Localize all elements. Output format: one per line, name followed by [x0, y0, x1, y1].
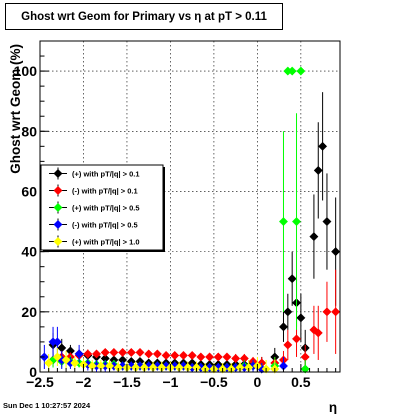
x-tick-label: −1.5	[113, 374, 141, 390]
legend-label: (-) with pT/|q| > 0.5	[72, 221, 138, 230]
series-layer	[39, 66, 341, 374]
legend-marker	[53, 219, 63, 230]
legend: (+) with pT/|q| > 0.1 (-) with pT/|q| > 0…	[40, 164, 165, 252]
data-point	[283, 340, 293, 350]
x-tick-label: 0.5	[291, 374, 311, 390]
data-point	[287, 274, 297, 284]
data-point	[331, 307, 341, 317]
data-point	[44, 358, 54, 368]
data-point	[313, 328, 323, 338]
data-point	[278, 322, 289, 332]
data-point	[70, 358, 80, 368]
data-point	[83, 349, 93, 359]
x-tick-label: −0.5	[200, 374, 228, 390]
data-point	[144, 349, 154, 359]
data-point	[52, 337, 62, 347]
data-point	[52, 352, 62, 362]
data-point	[283, 307, 293, 317]
x-tick-label: 0	[253, 374, 261, 390]
data-point	[287, 66, 297, 76]
data-point	[91, 349, 102, 359]
data-point	[318, 141, 328, 151]
y-tick-label: 40	[21, 244, 37, 260]
data-point	[170, 350, 180, 361]
data-point	[61, 355, 71, 365]
data-point	[291, 216, 302, 227]
chart-title: Ghost wrt Geom for Primary vs η at pT > …	[5, 3, 283, 30]
y-tick-label: 100	[14, 63, 38, 79]
data-point	[74, 349, 84, 359]
series	[44, 347, 280, 374]
data-point	[178, 350, 189, 361]
legend-label: (+) with pT/|q| > 0.1	[72, 170, 140, 179]
data-point	[213, 352, 223, 362]
data-point	[187, 350, 197, 361]
data-point	[291, 334, 302, 344]
x-axis: −2.5 −2 −1.5 −1 −0.5 0 0.5	[26, 364, 337, 390]
data-point	[135, 347, 145, 357]
legend-label: (+) with pT/|q| > 1.0	[72, 238, 140, 247]
data-point	[322, 307, 332, 317]
legend-label: (-) with pT/|q| > 0.1	[72, 187, 138, 196]
y-axis: 0 20 40 60 80 100	[14, 40, 49, 380]
series	[48, 92, 341, 370]
y-tick-label: 80	[21, 123, 37, 139]
data-point	[296, 313, 306, 323]
legend-marker	[53, 168, 63, 179]
legend-marker	[53, 236, 63, 247]
data-point	[322, 216, 332, 227]
data-point	[100, 347, 110, 357]
data-point	[313, 165, 323, 175]
data-point	[118, 347, 128, 357]
data-point	[300, 364, 310, 374]
data-point	[196, 352, 206, 362]
data-point	[222, 352, 232, 362]
legend-marker	[53, 185, 63, 196]
legend-label: (+) with pT/|q| > 0.5	[72, 204, 140, 213]
x-tick-label: −2.5	[26, 374, 54, 390]
data-point	[161, 350, 171, 361]
data-point	[152, 349, 162, 359]
data-point	[278, 216, 289, 227]
data-point	[126, 347, 136, 357]
data-point	[205, 352, 215, 362]
legend-marker	[53, 202, 63, 213]
data-point	[300, 352, 310, 362]
x-tick-label: −1	[162, 374, 178, 390]
y-tick-label: 0	[29, 364, 37, 380]
data-point	[231, 353, 241, 364]
timestamp: Sun Dec 1 10:27:57 2024	[3, 401, 91, 410]
x-tick-label: −2	[75, 374, 91, 390]
y-tick-label: 20	[21, 304, 37, 320]
y-tick-label: 60	[21, 183, 37, 199]
x-axis-title: η	[329, 400, 337, 414]
data-point	[109, 347, 119, 357]
y-axis-title: Ghost wrt Geom (%)	[8, 44, 23, 174]
data-point	[309, 232, 319, 242]
data-point	[296, 66, 306, 76]
data-point	[331, 247, 341, 257]
